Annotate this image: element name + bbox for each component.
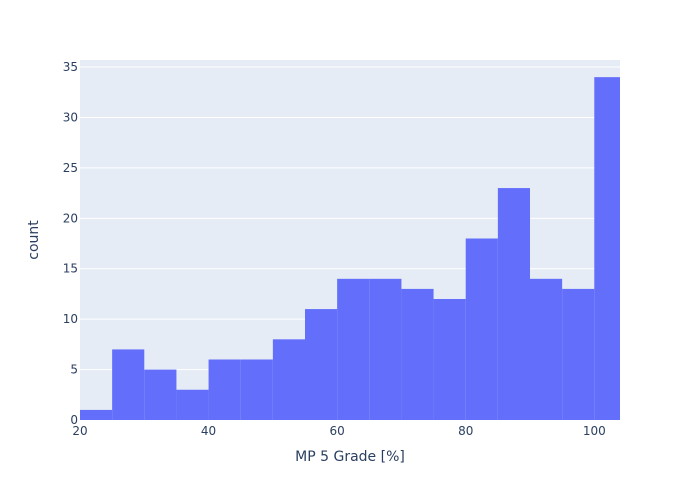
y-tick-label: 35 xyxy=(63,60,78,74)
histogram-bar xyxy=(80,409,113,420)
y-tick-label: 20 xyxy=(63,211,78,225)
y-tick-label: 0 xyxy=(70,413,78,427)
bars xyxy=(80,77,620,420)
histogram-bar xyxy=(369,278,402,420)
y-tick-label: 15 xyxy=(63,262,78,276)
histogram-bar xyxy=(465,238,498,420)
x-tick-label: 20 xyxy=(72,424,87,438)
y-tick-label: 5 xyxy=(70,363,78,377)
x-tick-label: 80 xyxy=(458,424,473,438)
histogram-bar xyxy=(144,369,177,420)
x-axis-title: MP 5 Grade [%] xyxy=(295,449,405,465)
x-tick-label: 60 xyxy=(330,424,345,438)
histogram-bar xyxy=(240,359,273,420)
y-tick-label: 10 xyxy=(63,312,78,326)
histogram-bar xyxy=(530,278,563,420)
histogram-bar xyxy=(176,389,209,420)
histogram-bar xyxy=(305,309,338,420)
y-tick-labels: 0 5 10 15 20 25 30 35 xyxy=(63,60,78,427)
x-tick-labels: 20 40 60 80 100 xyxy=(72,424,605,438)
histogram-bar xyxy=(433,298,466,420)
x-tick-label: 40 xyxy=(201,424,216,438)
histogram-bar xyxy=(401,288,434,420)
histogram-bar xyxy=(562,288,595,420)
y-tick-label: 30 xyxy=(63,110,78,124)
histogram-bar xyxy=(208,359,241,420)
x-tick-label: 100 xyxy=(583,424,606,438)
histogram-bar xyxy=(112,349,145,420)
histogram-bar xyxy=(337,278,370,420)
y-axis-title: count xyxy=(26,220,42,260)
histogram-bar xyxy=(272,339,305,420)
histogram-bar xyxy=(497,188,530,420)
histogram-bar xyxy=(594,77,620,420)
y-tick-label: 25 xyxy=(63,161,78,175)
